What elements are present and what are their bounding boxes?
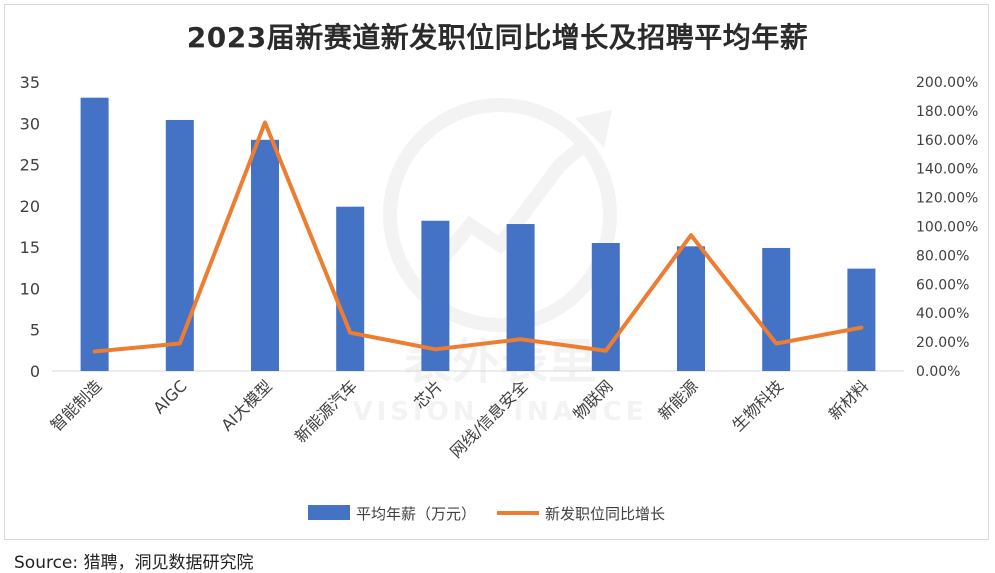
right-axis-tick-label: 20.00% xyxy=(916,335,969,351)
right-axis-tick-label: 160.00% xyxy=(916,133,978,149)
right-axis-tick-label: 140.00% xyxy=(916,162,978,178)
x-tick-label: 生物科技 xyxy=(728,376,787,435)
combo-chart: 表外表里 VISION FINANCE 051015202530350.00%2… xyxy=(20,73,979,523)
bar xyxy=(165,119,194,372)
chart-title: 2023届新赛道新发职位同比增长及招聘平均年薪 xyxy=(186,21,809,54)
legend-swatch-bar xyxy=(308,505,350,520)
bar xyxy=(251,139,279,371)
x-tick-label: 新能源 xyxy=(654,376,701,423)
left-axis-tick-label: 20 xyxy=(20,197,40,216)
bar xyxy=(506,224,535,371)
right-axis-tick-label: 100.00% xyxy=(916,220,978,236)
left-axis-tick-label: 0 xyxy=(30,362,40,381)
right-axis-tick-label: 120.00% xyxy=(916,191,978,207)
bar xyxy=(80,97,109,371)
left-axis-tick-label: 10 xyxy=(20,279,40,298)
legend-label-bar: 平均年薪（万元） xyxy=(356,505,476,523)
left-axis-tick-label: 25 xyxy=(20,156,40,175)
right-axis-tick-label: 60.00% xyxy=(916,277,969,293)
left-axis-tick-label: 35 xyxy=(20,73,40,92)
growth-line xyxy=(92,120,864,354)
left-axis-tick-label: 30 xyxy=(20,114,40,133)
right-axis-tick-label: 200.00% xyxy=(916,75,978,91)
left-axis-tick-label: 15 xyxy=(20,238,40,257)
right-axis-tick-label: 180.00% xyxy=(916,104,978,120)
x-tick-label: AI大模型 xyxy=(217,376,275,434)
x-tick-label: AIGC xyxy=(149,376,190,417)
svg-text:VISION FINANCE: VISION FINANCE xyxy=(352,397,647,427)
x-tick-label: 智能制造 xyxy=(47,376,106,435)
right-axis-tick-label: 0.00% xyxy=(916,364,960,380)
bar xyxy=(762,247,791,371)
right-axis-tick-label: 40.00% xyxy=(916,306,969,322)
legend-label-line: 新发职位同比增长 xyxy=(545,505,665,523)
bar xyxy=(336,206,365,371)
right-axis-tick-label: 80.00% xyxy=(916,248,969,264)
x-tick-label: 新能源汽车 xyxy=(291,376,361,446)
x-tick-label: 新材料 xyxy=(825,376,872,423)
source-note: Source: 猎聘，洞见数据研究院 xyxy=(14,553,254,573)
left-axis-tick-label: 5 xyxy=(30,321,40,340)
bar xyxy=(847,268,876,371)
bar xyxy=(677,246,705,371)
